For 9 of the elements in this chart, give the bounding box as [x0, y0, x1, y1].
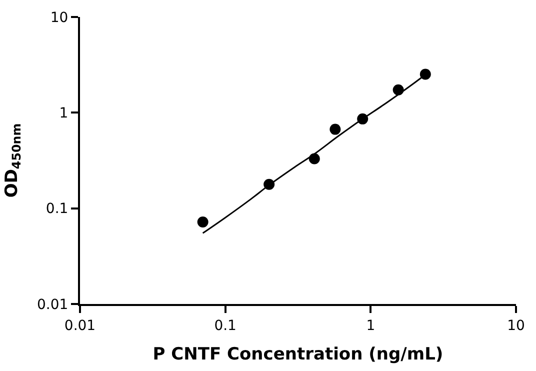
- y-tick-label: 0.1: [46, 201, 68, 218]
- y-tick-label: 1: [59, 106, 68, 122]
- x-tick-label: 0.01: [64, 318, 96, 334]
- x-tick-label: 1: [366, 318, 376, 334]
- y-tick-label: 10: [50, 10, 68, 26]
- x-tick-label: 0.1: [214, 318, 236, 334]
- y-tick-label: 0.01: [37, 296, 68, 313]
- x-axis-title: P CNTF Concentration (ng/mL): [152, 344, 444, 365]
- x-tick-label: 10: [507, 318, 525, 334]
